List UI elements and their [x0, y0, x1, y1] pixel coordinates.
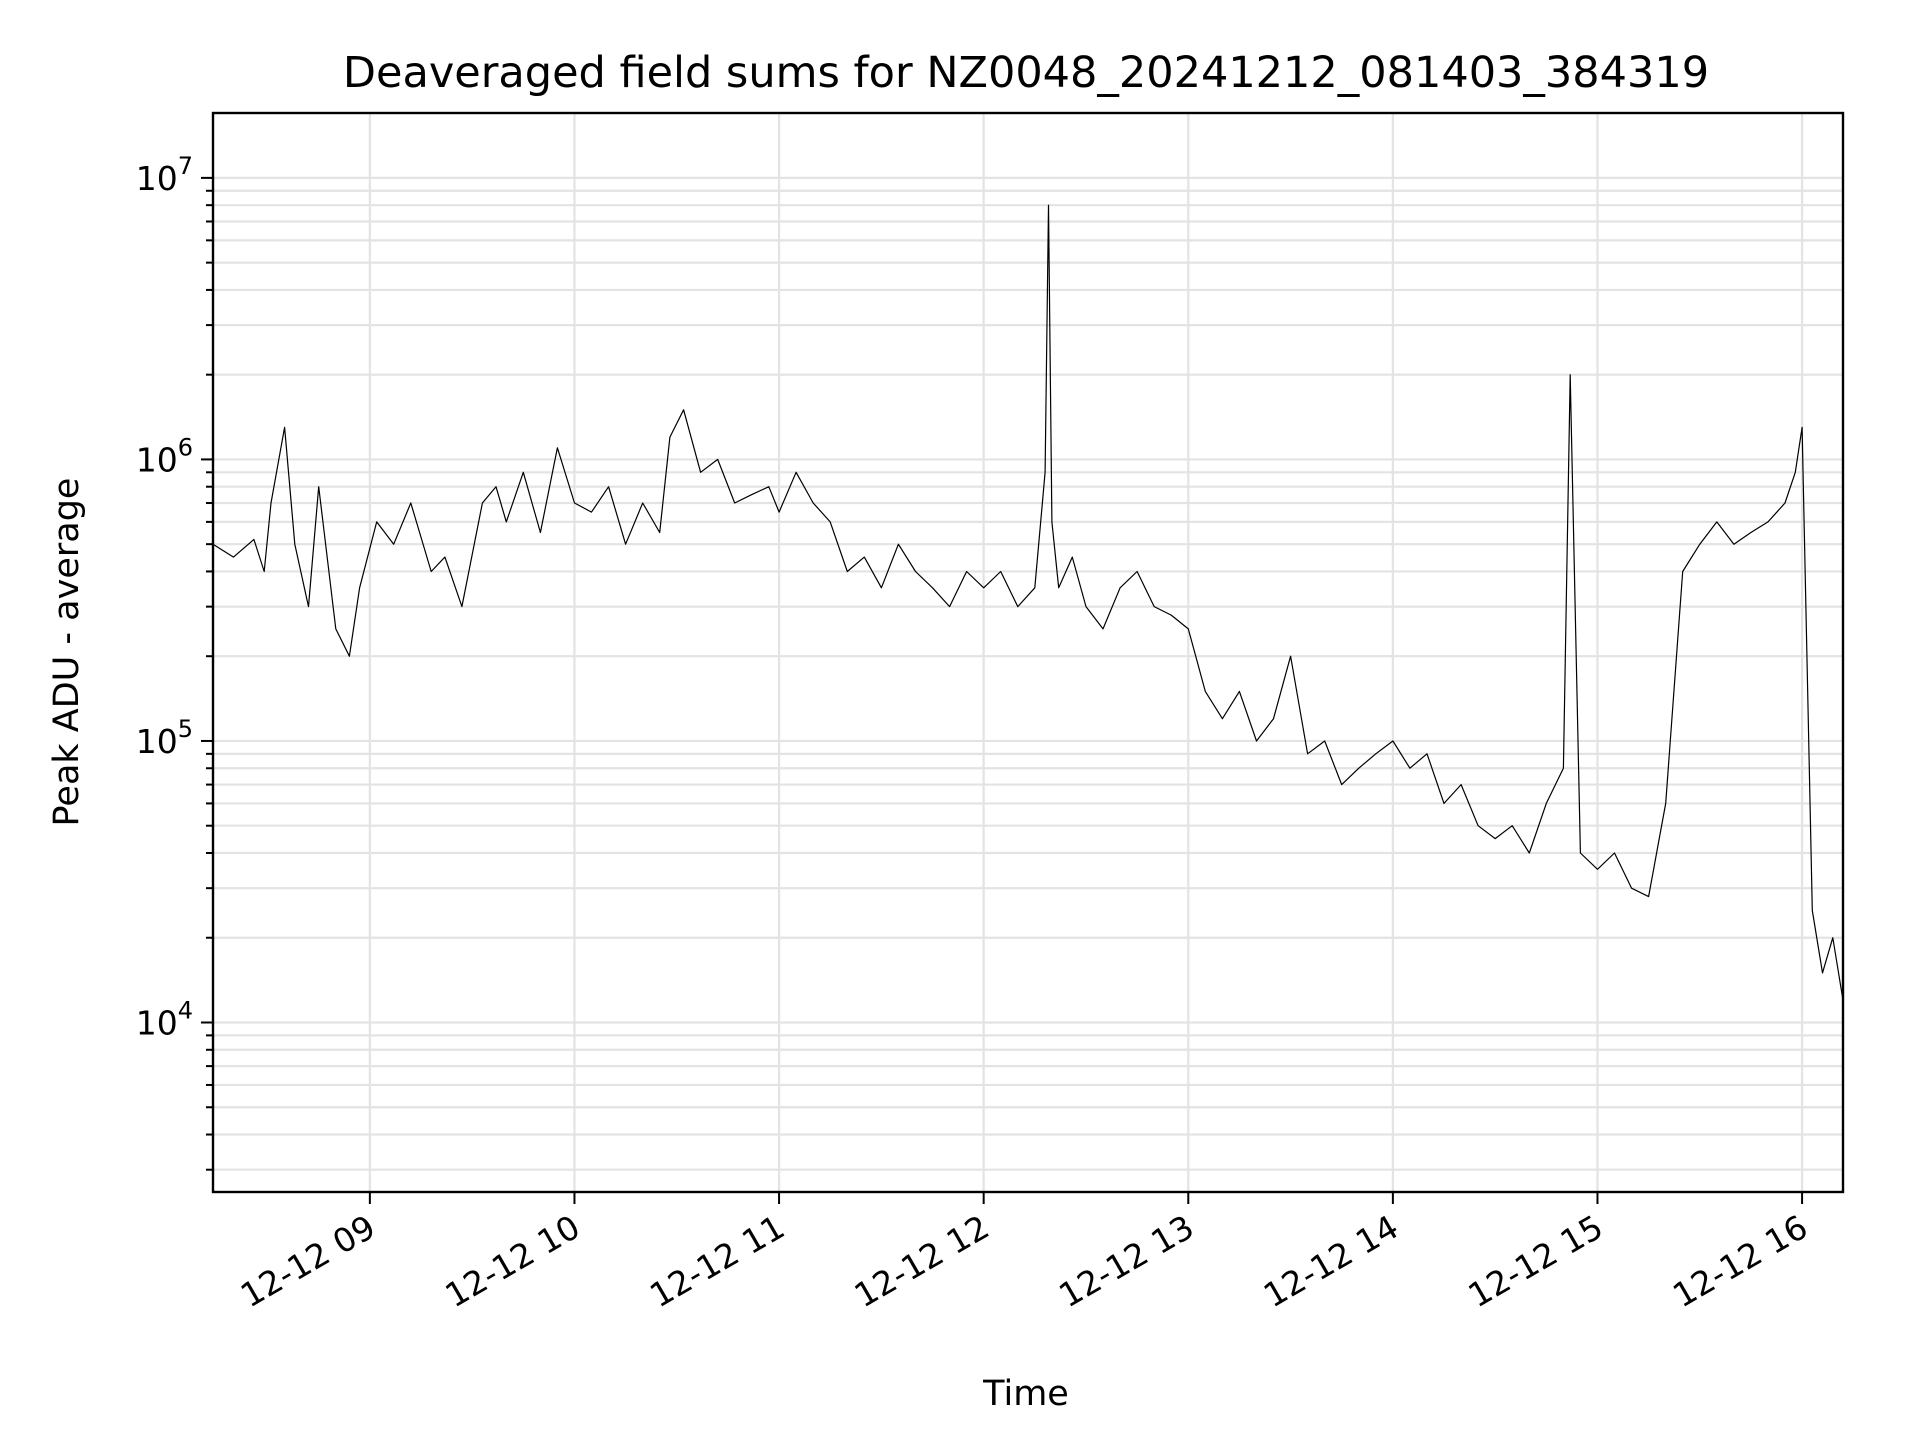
y-axis: 104 105 106 107	[136, 152, 213, 1171]
plot-area	[212, 204, 1844, 1001]
plot-frame	[211, 111, 1845, 1194]
y-tick-label: 106	[136, 433, 193, 479]
x-axis-label: Time	[982, 1374, 1069, 1414]
grid	[213, 113, 1843, 1192]
y-tick-label: 107	[136, 152, 193, 198]
y-tick-label: 104	[136, 996, 193, 1042]
chart-title: Deaveraged field sums for NZ0048_2024121…	[343, 48, 1709, 98]
y-axis-label: Peak ADU - average	[47, 478, 87, 827]
series-line	[212, 204, 1844, 1001]
y-tick-label: 105	[136, 715, 193, 761]
